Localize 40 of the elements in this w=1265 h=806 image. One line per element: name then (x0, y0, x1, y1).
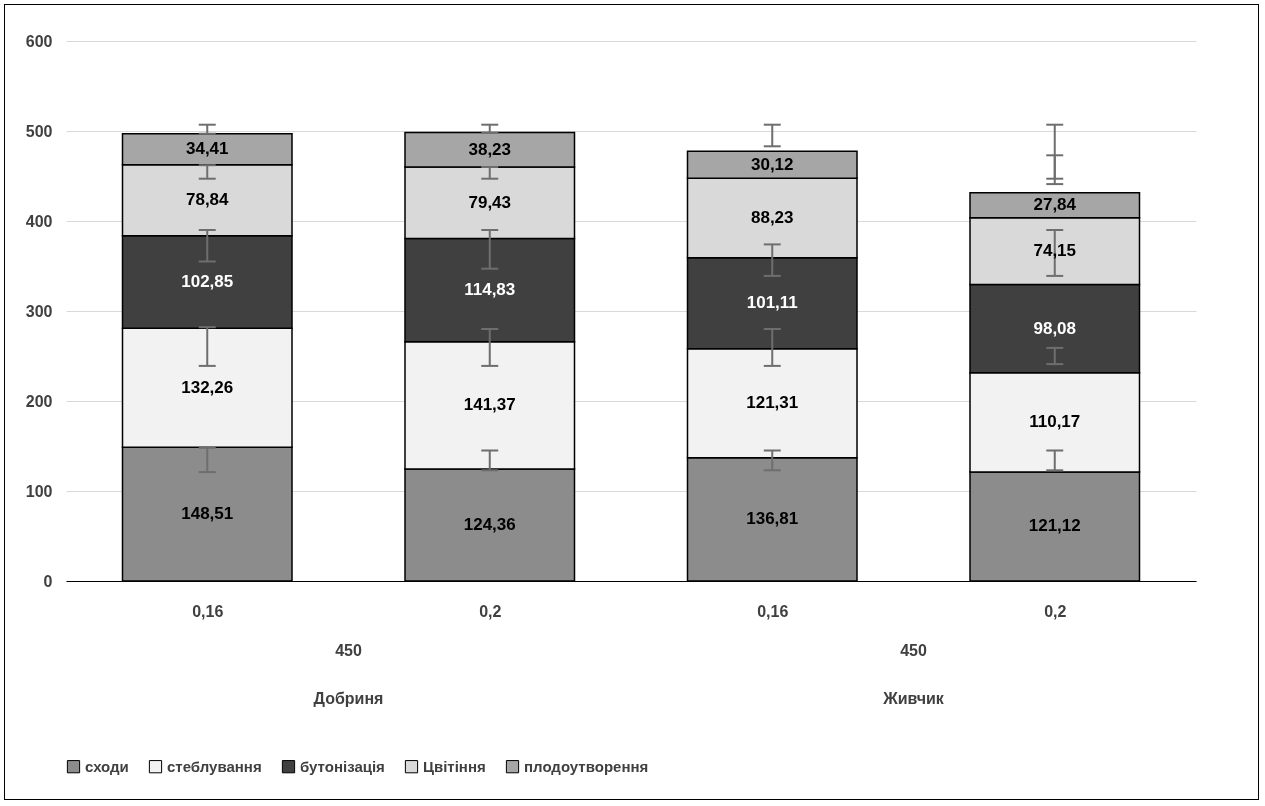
data-label: 79,43 (468, 192, 512, 212)
data-label: 114,83 (464, 280, 516, 300)
x-tick-label: 0,2 (1044, 602, 1067, 620)
y-tick-label: 600 (25, 32, 53, 50)
legend-label: Цвітіння (423, 757, 486, 775)
data-label: 38,23 (468, 139, 512, 159)
y-tick-label: 100 (25, 482, 53, 500)
legend-label: стеблування (167, 757, 262, 775)
y-tick-label: 200 (25, 392, 53, 410)
data-label: 132,26 (181, 377, 234, 397)
data-label: 148,51 (181, 504, 234, 524)
y-tick-label: 500 (25, 122, 53, 140)
x-tick-label: 0,2 (479, 602, 502, 620)
data-label: 98,08 (1033, 318, 1077, 338)
x-tick-label: 0,16 (757, 602, 789, 620)
legend-label: плодоутворення (524, 757, 649, 775)
x-tick-label: 0,16 (192, 602, 224, 620)
text: Добриня (313, 690, 384, 707)
data-label: 110,17 (1029, 412, 1081, 432)
text: 450 (900, 642, 927, 659)
data-label: 102,85 (181, 272, 234, 292)
text: 450 (335, 642, 362, 659)
data-label: 124,36 (463, 515, 516, 535)
legend-label: бутонізація (300, 757, 385, 775)
y-tick-label: 0 (43, 572, 53, 590)
data-label: 27,84 (1033, 195, 1077, 215)
data-label: 136,81 (746, 509, 799, 529)
data-label: 78,84 (185, 190, 230, 210)
data-label: 30,12 (750, 154, 794, 174)
y-tick-label: 300 (25, 302, 53, 320)
data-label: 121,31 (746, 393, 799, 413)
y-tick-label: 400 (25, 212, 53, 230)
data-label: 34,41 (185, 139, 229, 159)
data-label: 74,15 (1033, 241, 1077, 261)
text: Живчик (882, 690, 945, 707)
data-label: 88,23 (750, 207, 794, 227)
data-label: 101,11 (746, 293, 798, 313)
data-label: 141,37 (463, 395, 516, 415)
legend-label: сходи (85, 757, 129, 775)
data-label: 121,12 (1028, 516, 1081, 536)
